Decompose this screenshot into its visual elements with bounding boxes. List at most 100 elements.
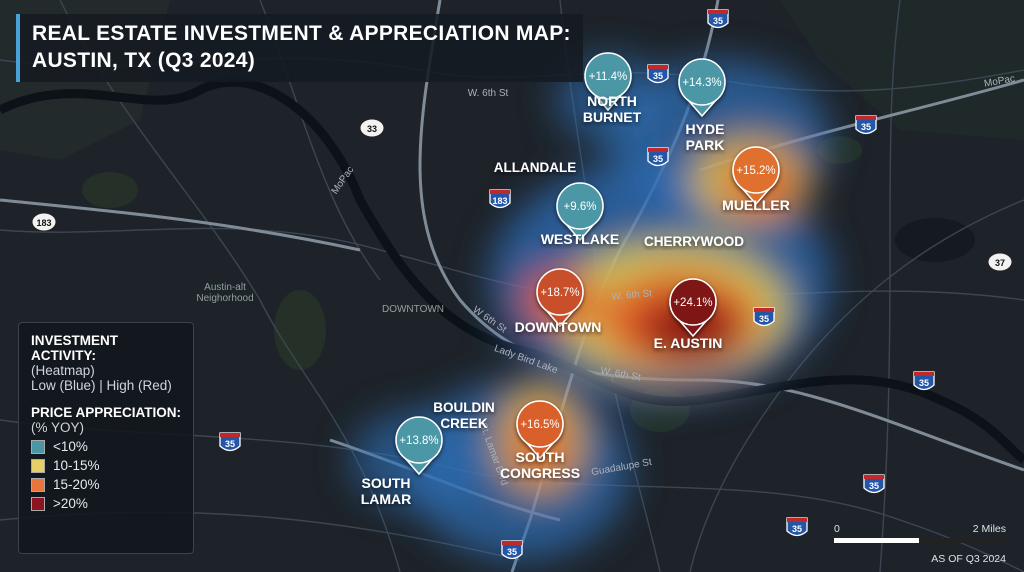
shield-shape — [786, 517, 808, 537]
shield-number: 35 — [507, 547, 517, 557]
appreciation-marker: +14.3% — [678, 58, 726, 118]
marker-value: +9.6% — [564, 201, 597, 213]
highway-shield: 35 — [913, 371, 935, 391]
shield-top — [914, 372, 934, 376]
shield-top — [708, 10, 728, 14]
marker-label: DOWNTOWN — [515, 319, 602, 335]
highway-shield: 35 — [786, 517, 808, 537]
shield-shape — [647, 64, 669, 84]
shield-top — [502, 541, 522, 545]
title-line: REAL ESTATE INVESTMENT & APPRECIATION MA… — [32, 22, 571, 45]
legend-swatch — [31, 439, 45, 454]
highway-shield: 35 — [647, 147, 669, 167]
title-box: REAL ESTATE INVESTMENT & APPRECIATION MA… — [16, 14, 583, 82]
shield-top — [490, 190, 510, 194]
marker-label: PARK — [686, 137, 725, 153]
marker-circle — [584, 52, 632, 100]
legend-item: >20% — [31, 496, 181, 511]
highway-shield: 37 — [987, 252, 1013, 272]
marker-value: +14.3% — [682, 77, 721, 89]
legend-text: (Heatmap) — [31, 363, 95, 378]
shield-shape — [753, 307, 775, 327]
shield-number: 35 — [225, 439, 235, 449]
highway-shield: 35 — [707, 9, 729, 29]
shield-shape — [501, 540, 523, 560]
legend-item: 15-20% — [31, 477, 181, 492]
highway-shield: 35 — [501, 540, 523, 560]
legend-heading: PRICE APPRECIATION: — [31, 405, 182, 420]
legend-label: 15-20% — [53, 477, 100, 492]
highway-shield: 35 — [219, 432, 241, 452]
shield-number: 35 — [861, 122, 871, 132]
scale-label: 2 Miles — [973, 523, 1006, 535]
highway-shield: 183 — [31, 212, 57, 232]
legend-item: 10-15% — [31, 458, 181, 473]
marker-label: NORTH — [587, 93, 637, 109]
legend: INVESTMENT ACTIVITY: (Heatmap) Low (Blue… — [18, 322, 194, 554]
legend-text: Low (Blue) | High (Red) — [31, 378, 172, 393]
marker-circle — [678, 58, 726, 106]
marker-label: HYDE — [686, 121, 725, 137]
shield-number: 35 — [713, 16, 723, 26]
legend-label: <10% — [53, 439, 88, 454]
street-label: DOWNTOWN — [382, 304, 444, 315]
shield-top — [754, 308, 774, 312]
shield-number: 35 — [919, 378, 929, 388]
highway-shield: 33 — [359, 118, 385, 138]
street-label: W. 6th St — [468, 88, 509, 99]
appreciation-marker: +13.8% — [395, 416, 443, 476]
marker-value: +24.1% — [673, 297, 712, 309]
shield-shape — [855, 115, 877, 135]
marker-circle — [669, 278, 717, 326]
appreciation-marker: +11.4% — [584, 52, 632, 112]
marker-value: +18.7% — [540, 287, 579, 299]
legend-label: 10-15% — [53, 458, 100, 473]
marker-label: MUELLER — [722, 197, 790, 213]
street-label: Austin-alt Neighorhood — [196, 282, 253, 304]
shield-number: 35 — [792, 524, 802, 534]
appreciation-marker: +18.7% — [536, 268, 584, 328]
shield-number: 183 — [36, 218, 51, 228]
marker-circle — [732, 146, 780, 194]
legend-items: <10% 10-15% 15-20% >20% — [31, 439, 181, 511]
highway-shield: 35 — [647, 64, 669, 84]
shield-shape — [219, 432, 241, 452]
river — [0, 77, 1024, 464]
highway-shield: 35 — [855, 115, 877, 135]
scale-label: 0 — [834, 523, 840, 535]
shield-top — [648, 65, 668, 69]
marker-circle — [516, 400, 564, 448]
marker-circle — [395, 416, 443, 464]
shield-top — [856, 116, 876, 120]
shield-top — [864, 475, 884, 479]
marker-value: +13.8% — [399, 435, 438, 447]
shield-number: 183 — [492, 196, 507, 206]
street-label: MoPac — [983, 73, 1016, 89]
shield-number: 35 — [869, 481, 879, 491]
appreciation-marker: +16.5% — [516, 400, 564, 460]
shield-shape — [863, 474, 885, 494]
legend-label: >20% — [53, 496, 88, 511]
appreciation-marker: +9.6% — [556, 182, 604, 242]
marker-label: SOUTH — [516, 449, 565, 465]
marker-value: +16.5% — [520, 419, 559, 431]
legend-heading: INVESTMENT ACTIVITY: — [31, 333, 119, 363]
marker-label: CONGRESS — [500, 465, 580, 481]
shield-number: 35 — [759, 314, 769, 324]
marker-circle — [556, 182, 604, 230]
street-label: W. 6th St — [611, 288, 653, 303]
highway-shield: 35 — [753, 307, 775, 327]
shield-number: 37 — [995, 258, 1005, 268]
legend-swatch — [31, 477, 45, 492]
title-line: AUSTIN, TX (Q3 2024) — [32, 49, 256, 72]
shield-shape — [707, 9, 729, 29]
shield-shape — [647, 147, 669, 167]
neighborhood-label: BOULDIN CREEK — [433, 400, 495, 431]
shield-number: 33 — [367, 124, 377, 134]
appreciation-marker: +24.1% — [669, 278, 717, 338]
appreciation-marker: +15.2% — [732, 146, 780, 206]
marker-label: E. AUSTIN — [654, 335, 723, 351]
shield-shape — [489, 189, 511, 209]
shield-shape — [31, 212, 57, 232]
